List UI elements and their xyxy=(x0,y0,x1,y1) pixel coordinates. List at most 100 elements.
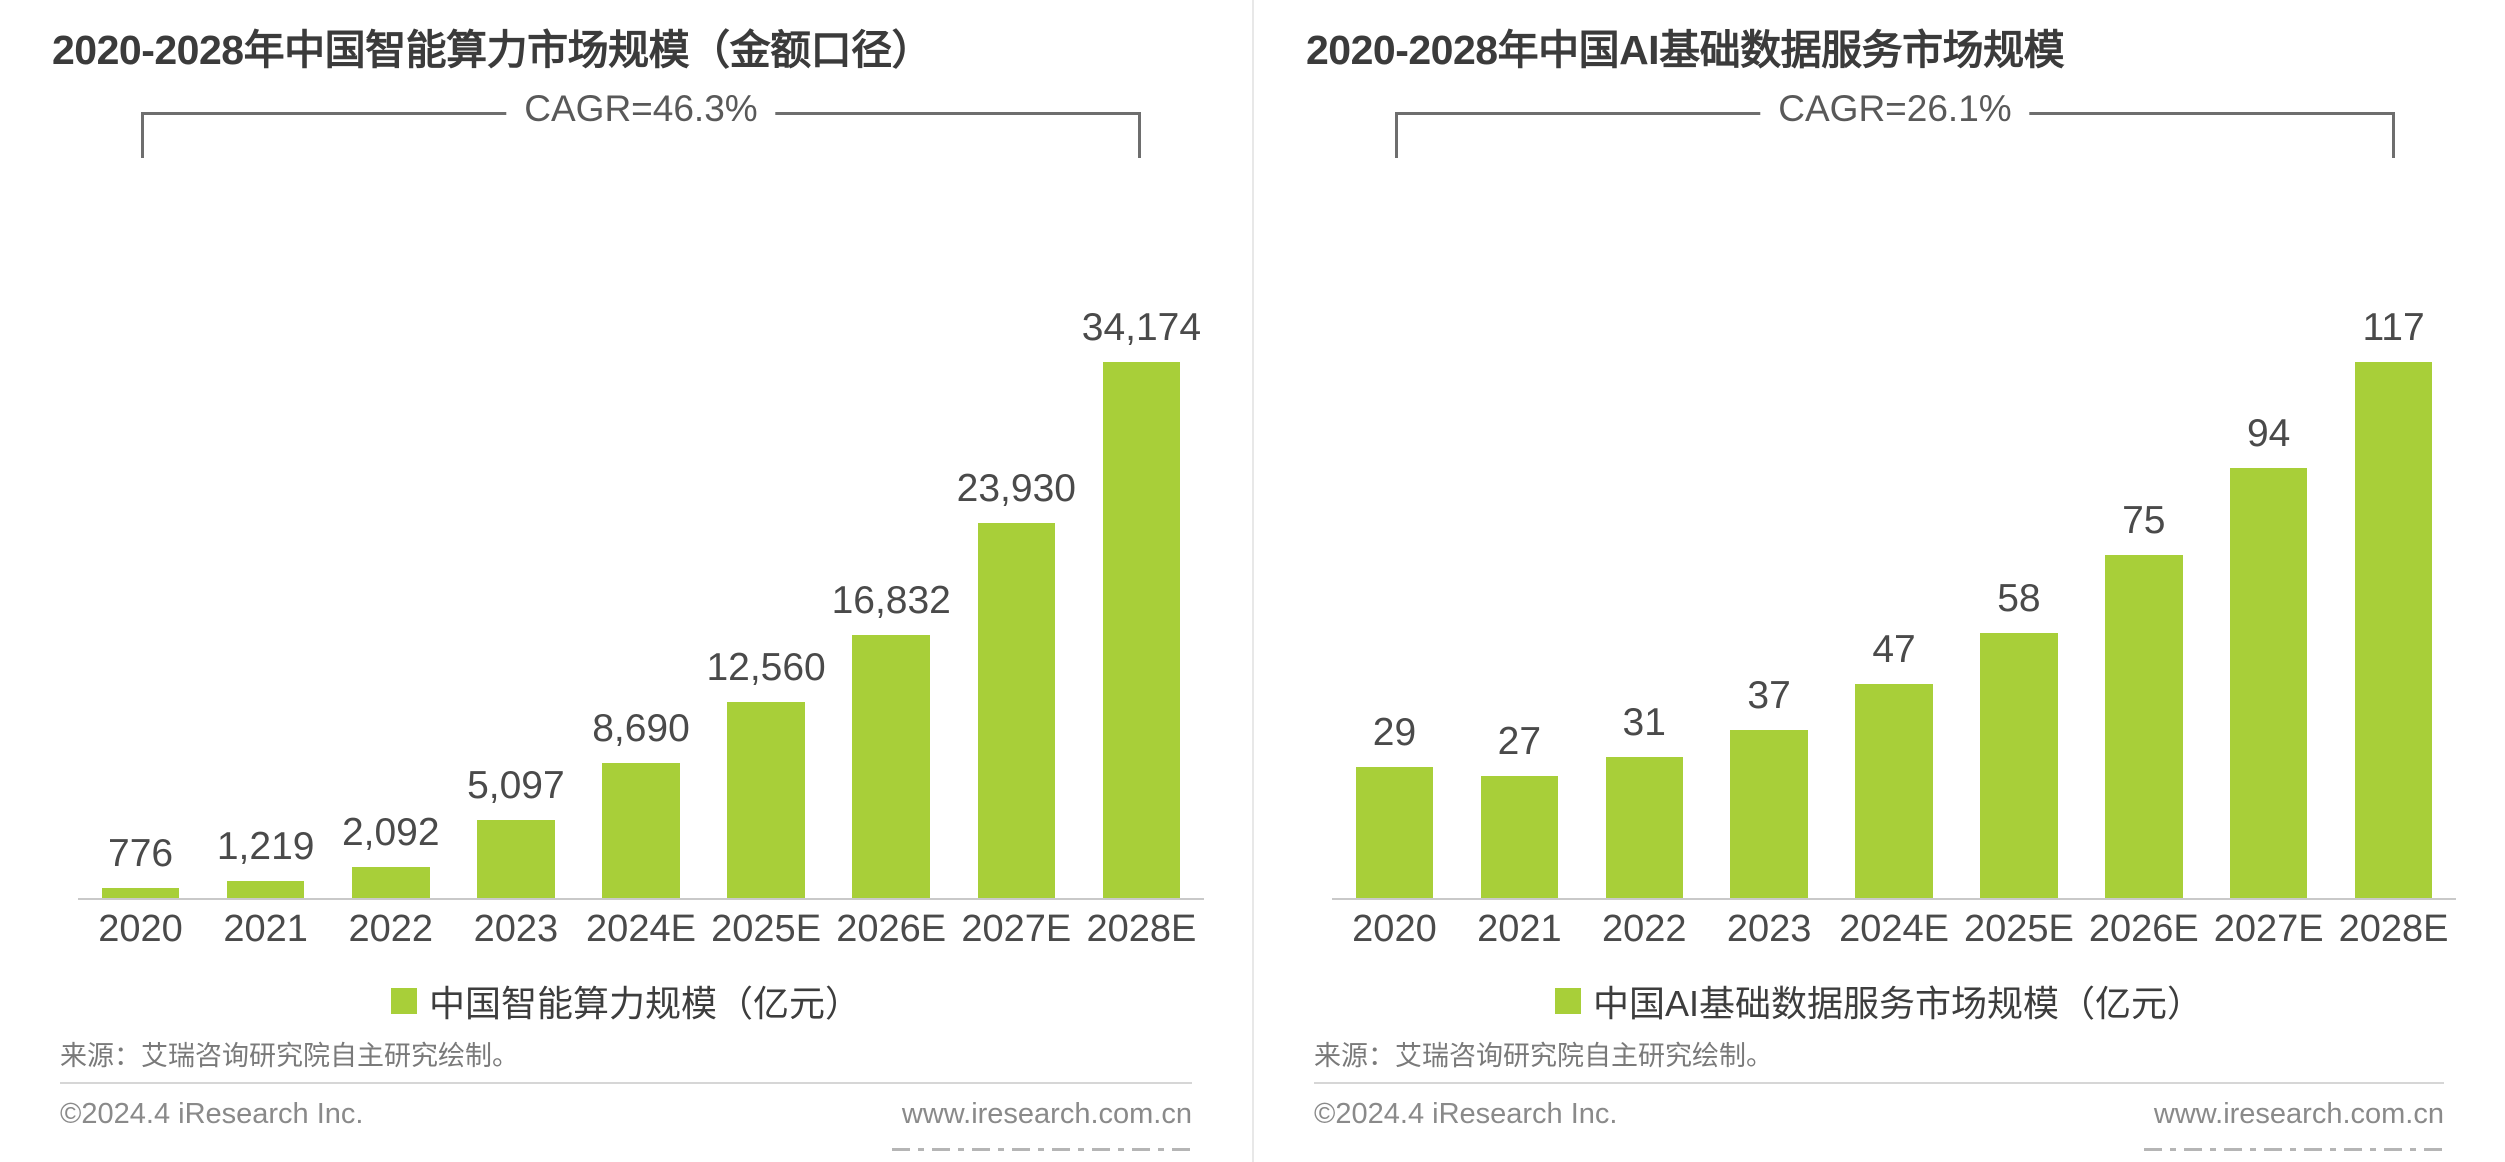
x-axis-tick: 2022 xyxy=(1601,908,1687,950)
bar-item[interactable]: 94 xyxy=(2206,180,2331,900)
cagr-label: CAGR=46.3% xyxy=(506,88,776,130)
bar-rect[interactable] xyxy=(2229,467,2308,900)
x-axis-tick: 2027E xyxy=(2213,908,2324,950)
bar-rect[interactable] xyxy=(2105,555,2183,900)
x-axis-tick: 2025E xyxy=(711,908,822,950)
bar-item[interactable]: 31 xyxy=(1582,180,1707,900)
x-axis-tick: 2025E xyxy=(1963,908,2074,950)
bar-value-label: 75 xyxy=(2122,499,2166,543)
bar-item[interactable]: 1,219 xyxy=(203,180,328,900)
cagr-annotation: CAGR=46.3% xyxy=(140,88,1142,158)
x-axis-labels: 2020 2021 2022 2023 2024E 2025E 2026E 2027E 2028… xyxy=(78,908,1204,951)
x-axis-tick: 2020 xyxy=(1352,908,1437,950)
bar-item[interactable]: 8,690 xyxy=(578,180,703,900)
bar-item[interactable]: 16,832 xyxy=(829,180,954,900)
divider xyxy=(1314,1082,2444,1084)
x-axis-tick: 2020 xyxy=(98,908,183,950)
bar-value-label: 1,219 xyxy=(216,824,315,868)
bar-value-label: 16,832 xyxy=(831,579,951,623)
bar-value-label: 776 xyxy=(108,831,174,875)
x-axis-tick: 2021 xyxy=(1477,908,1562,950)
divider xyxy=(60,1082,1192,1084)
footer: ©2024.4 iResearch Inc. www.iresearch.com… xyxy=(60,1098,1192,1131)
footer-dash-rule xyxy=(892,1148,1192,1151)
bar-item[interactable]: 2,092 xyxy=(328,180,453,900)
bar-item[interactable]: 37 xyxy=(1707,180,1832,900)
website-link[interactable]: www.iresearch.com.cn xyxy=(2153,1098,2444,1130)
footer: ©2024.4 iResearch Inc. www.iresearch.com… xyxy=(1314,1098,2444,1131)
website-link[interactable]: www.iresearch.com.cn xyxy=(901,1098,1192,1130)
bar-rect[interactable] xyxy=(1855,683,1933,900)
bar-rect[interactable] xyxy=(602,763,680,900)
page-title: 2020-2028年中国智能算力市场规模（金额口径） xyxy=(52,27,933,73)
x-axis-tick: 2026E xyxy=(2088,908,2199,950)
bar-value-label: 94 xyxy=(2246,411,2291,455)
bar-value-label: 23,930 xyxy=(956,467,1076,511)
bar-rect[interactable] xyxy=(1480,775,1559,900)
legend-swatch-icon xyxy=(390,988,417,1014)
bar-rect[interactable] xyxy=(977,523,1056,900)
legend-label: 中国智能算力规模（亿元） xyxy=(428,983,861,1024)
bar-item[interactable]: 27 xyxy=(1457,180,1582,900)
chart-panel-left: 2020-2028年中国智能算力市场规模（金额口径） CAGR=46.3% 77… xyxy=(0,0,1252,1162)
bar-group: 776 1,219 2,092 5,097 8,690 12,560 16,832 23,93… xyxy=(78,180,1204,900)
bar-rect[interactable] xyxy=(852,635,930,900)
bar-item[interactable]: 58 xyxy=(1956,180,2081,900)
legend: 中国智能算力规模（亿元） xyxy=(0,975,1252,1027)
bar-rect[interactable] xyxy=(1355,766,1434,900)
footer-dash-rule xyxy=(2144,1148,2444,1151)
bar-group: 29 27 31 37 47 58 75 94 117 xyxy=(1332,180,2456,900)
bar-rect[interactable] xyxy=(1605,757,1683,900)
copyright-text: ©2024.4 iResearch Inc. xyxy=(1314,1098,1618,1130)
bar-value-label: 5,097 xyxy=(467,763,565,807)
x-axis-tick: 2023 xyxy=(1726,908,1812,950)
x-axis-tick: 2024E xyxy=(586,908,696,950)
bar-value-label: 31 xyxy=(1622,701,1666,745)
x-axis-line xyxy=(78,898,1204,900)
x-axis-tick: 2023 xyxy=(473,908,559,950)
cagr-annotation: CAGR=26.1% xyxy=(1394,88,2396,158)
bar-value-label: 29 xyxy=(1372,710,1417,754)
x-axis-tick: 2028E xyxy=(1086,908,1197,950)
bar-rect[interactable] xyxy=(1730,729,1808,900)
bar-value-label: 47 xyxy=(1872,627,1916,671)
bar-rect[interactable] xyxy=(351,867,430,900)
x-axis-line xyxy=(1332,898,2456,900)
bar-rect[interactable] xyxy=(1980,633,2058,900)
x-axis-tick: 2022 xyxy=(348,908,434,950)
bar-item[interactable]: 34,174 xyxy=(1079,180,1204,900)
bar-value-label: 8,690 xyxy=(592,707,690,751)
source-note: 来源：艾瑞咨询研究院自主研究绘制。 xyxy=(1314,1041,1773,1071)
x-axis-tick: 2024E xyxy=(1839,908,1949,950)
copyright-text: ©2024.4 iResearch Inc. xyxy=(60,1098,364,1130)
bar-rect[interactable] xyxy=(2354,362,2433,900)
bar-item[interactable]: 75 xyxy=(2081,180,2206,900)
bar-value-label: 37 xyxy=(1747,673,1791,717)
x-axis-tick: 2021 xyxy=(223,908,308,950)
bar-value-label: 27 xyxy=(1497,719,1542,763)
x-axis-tick: 2027E xyxy=(961,908,1072,950)
plot-area: 29 27 31 37 47 58 75 94 117 xyxy=(1332,180,2456,900)
bar-rect[interactable] xyxy=(727,702,805,900)
bar-rect[interactable] xyxy=(1102,362,1181,900)
legend: 中国AI基础数据服务市场规模（亿元） xyxy=(1254,975,2504,1027)
bar-rect[interactable] xyxy=(477,819,555,900)
page-title: 2020-2028年中国AI基础数据服务市场规模 xyxy=(1306,27,2065,73)
bar-item[interactable]: 29 xyxy=(1332,180,1457,900)
bar-item[interactable]: 12,560 xyxy=(704,180,829,900)
bar-item[interactable]: 117 xyxy=(2331,180,2456,900)
source-note: 来源：艾瑞咨询研究院自主研究绘制。 xyxy=(60,1041,519,1071)
bar-item[interactable]: 23,930 xyxy=(954,180,1079,900)
bar-rect[interactable] xyxy=(226,880,305,900)
bar-rect[interactable] xyxy=(101,887,180,900)
bar-item[interactable]: 47 xyxy=(1832,180,1957,900)
bar-item[interactable]: 5,097 xyxy=(453,180,578,900)
bar-item[interactable]: 776 xyxy=(78,180,203,900)
bar-value-label: 117 xyxy=(2362,306,2425,349)
legend-label: 中国AI基础数据服务市场规模（亿元） xyxy=(1592,983,2203,1024)
plot-area: 776 1,219 2,092 5,097 8,690 12,560 16,832 23,93… xyxy=(78,180,1204,900)
bar-value-label: 2,092 xyxy=(341,811,440,855)
chart-panel-right: 2020-2028年中国AI基础数据服务市场规模 CAGR=26.1% 29 27… xyxy=(1252,0,2504,1162)
x-axis-labels: 2020 2021 2022 2023 2024E 2025E 2026E 2027E 2028… xyxy=(1332,908,2456,951)
